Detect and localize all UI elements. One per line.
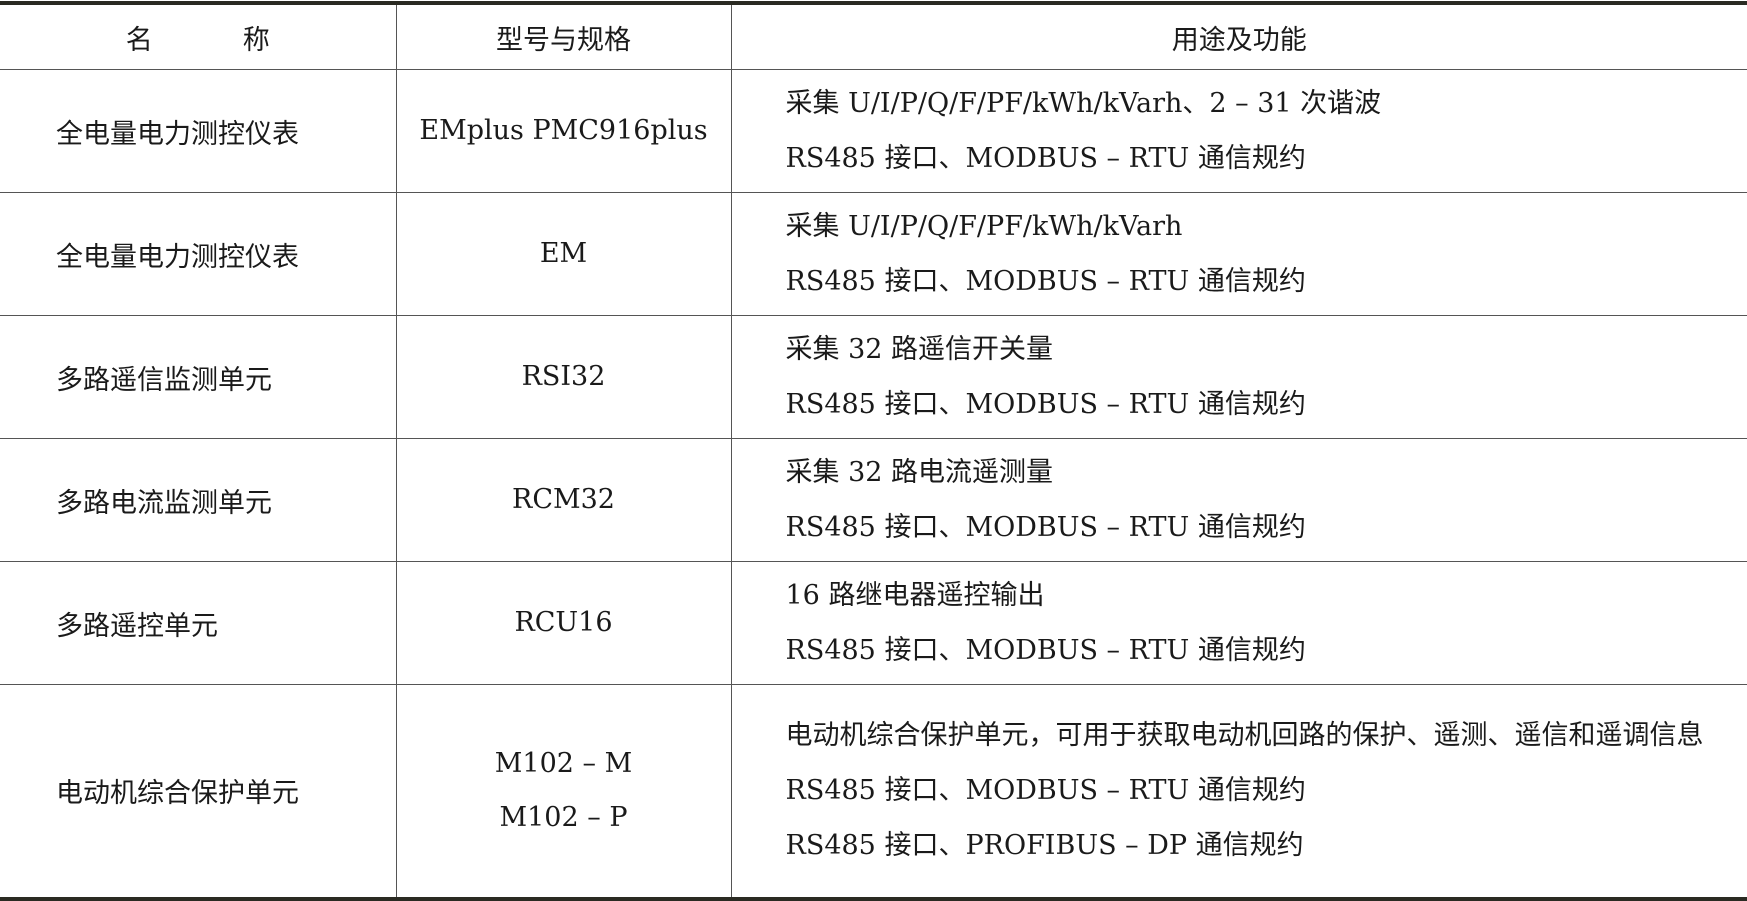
function-line: RS485 接口、MODBUS – RTU 通信规约 xyxy=(785,143,1306,174)
device-model: M102 – M M102 – P xyxy=(395,684,732,901)
table-row: 多路电流监测单元 RCM32 采集 32 路电流遥测量 RS485 接口、MODB… xyxy=(0,438,1747,562)
function-line: 采集 U/I/P/Q/F/PF/kWh/kVarh、2 – 31 次谐波 xyxy=(785,88,1382,119)
header-name-a: 名 xyxy=(125,24,153,56)
device-name: 多路电流监测单元 xyxy=(0,438,397,562)
table-row: 电动机综合保护单元 M102 – M M102 – P 电动机综合保护单元，可用于… xyxy=(0,684,1747,901)
function-line: RS485 接口、PROFIBUS – DP 通信规约 xyxy=(785,830,1304,862)
function-line: 采集 32 路电流遥测量 xyxy=(785,457,1054,488)
function-line: 电动机综合保护单元，可用于获取电动机回路的保护、遥测、遥信和遥调信息 xyxy=(785,720,1704,752)
device-name: 全电量电力测控仪表 xyxy=(0,192,397,316)
header-name-b: 称 xyxy=(242,24,270,56)
function-line: RS485 接口、MODBUS – RTU 通信规约 xyxy=(785,266,1306,297)
table-row: 全电量电力测控仪表 EM 采集 U/I/P/Q/F/PF/kWh/kVarh RS… xyxy=(0,192,1747,316)
table-row: 全电量电力测控仪表 EMplus PMC916plus 采集 U/I/P/Q/F… xyxy=(0,69,1747,193)
function-line: RS485 接口、MODBUS – RTU 通信规约 xyxy=(785,775,1306,807)
header-row: 名称 型号与规格 用途及功能 xyxy=(0,1,1747,70)
header-model: 型号与规格 xyxy=(395,1,732,70)
device-model: RCM32 xyxy=(395,438,732,562)
device-function: 采集 U/I/P/Q/F/PF/kWh/kVarh、2 – 31 次谐波 RS48… xyxy=(730,69,1747,193)
model-line: M102 – M xyxy=(494,747,633,779)
device-model: RSI32 xyxy=(395,315,732,439)
table-row: 多路遥信监测单元 RSI32 采集 32 路遥信开关量 RS485 接口、MODB… xyxy=(0,315,1747,439)
device-name: 全电量电力测控仪表 xyxy=(0,69,397,193)
function-line: 采集 U/I/P/Q/F/PF/kWh/kVarh xyxy=(785,211,1183,242)
function-line: 16 路继电器遥控输出 xyxy=(785,580,1045,611)
device-name: 电动机综合保护单元 xyxy=(0,684,397,901)
device-name: 多路遥控单元 xyxy=(0,561,397,685)
device-model: EMplus PMC916plus xyxy=(395,69,732,193)
header-name: 名称 xyxy=(0,1,397,70)
device-function: 采集 32 路电流遥测量 RS485 接口、MODBUS – RTU 通信规约 xyxy=(730,438,1747,562)
device-function: 16 路继电器遥控输出 RS485 接口、MODBUS – RTU 通信规约 xyxy=(730,561,1747,685)
device-name: 多路遥信监测单元 xyxy=(0,315,397,439)
header-function: 用途及功能 xyxy=(730,1,1747,70)
table-row: 多路遥控单元 RCU16 16 路继电器遥控输出 RS485 接口、MODBUS … xyxy=(0,561,1747,685)
function-line: RS485 接口、MODBUS – RTU 通信规约 xyxy=(785,389,1306,420)
device-function: 采集 U/I/P/Q/F/PF/kWh/kVarh RS485 接口、MODBUS… xyxy=(730,192,1747,316)
device-function: 电动机综合保护单元，可用于获取电动机回路的保护、遥测、遥信和遥调信息 RS485 … xyxy=(730,684,1747,901)
function-line: RS485 接口、MODBUS – RTU 通信规约 xyxy=(785,512,1306,543)
device-model: RCU16 xyxy=(395,561,732,685)
device-model: EM xyxy=(395,192,732,316)
device-function: 采集 32 路遥信开关量 RS485 接口、MODBUS – RTU 通信规约 xyxy=(730,315,1747,439)
function-line: RS485 接口、MODBUS – RTU 通信规约 xyxy=(785,635,1306,666)
function-line: 采集 32 路遥信开关量 xyxy=(785,334,1054,365)
model-line: M102 – P xyxy=(499,801,628,833)
